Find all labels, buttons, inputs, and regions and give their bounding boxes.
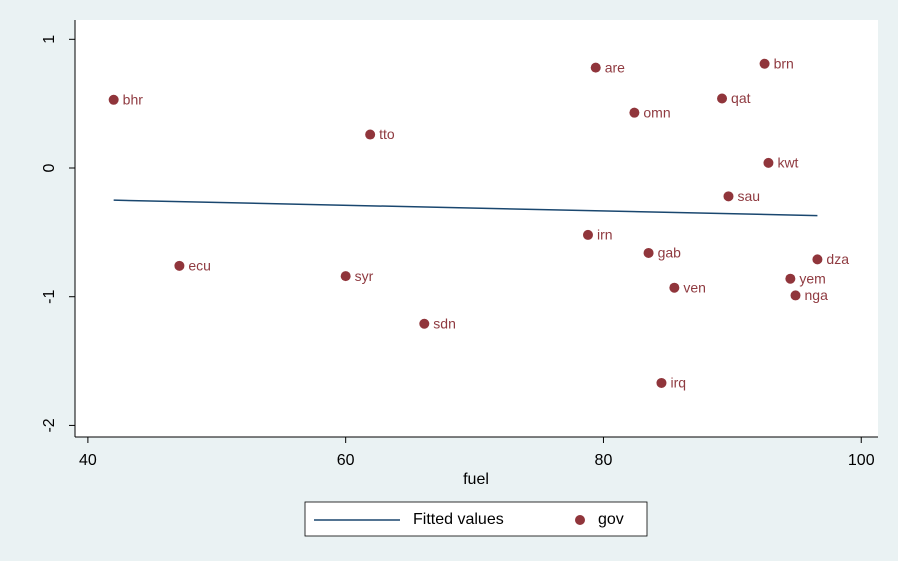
point-label: yem [799,270,825,286]
point [669,282,680,293]
plot-area [75,20,878,437]
point-label: tto [379,126,395,142]
point [812,254,823,265]
point-label: are [605,59,625,75]
point-label: irq [670,375,686,391]
point-label: omn [643,104,670,120]
point-label: ecu [188,258,211,274]
point [419,318,430,329]
point-label: sau [737,188,760,204]
x-tick-label: 80 [595,452,613,469]
point-label: qat [731,90,751,106]
point [340,271,351,282]
y-tick-label: -1 [41,290,58,304]
point [590,62,601,73]
point-label: nga [805,287,829,303]
point [723,191,734,202]
point [790,290,801,301]
x-tick-label: 100 [848,452,875,469]
point [643,247,654,258]
legend-swatch [575,515,585,525]
point [759,58,770,69]
x-tick-label: 40 [79,452,97,469]
point-label: bhr [123,91,144,107]
legend-label: gov [598,511,624,528]
point-label: syr [355,268,374,284]
point-label: irn [597,227,613,243]
y-tick-label: 0 [41,163,58,172]
point [656,377,667,388]
point [582,229,593,240]
point [365,129,376,140]
point-label: ven [683,279,706,295]
legend-label: Fitted values [413,511,504,528]
point [785,273,796,284]
point-label: brn [774,55,794,71]
x-axis-label: fuel [463,471,489,488]
fitted-line [113,199,818,217]
y-tick-label: 1 [41,35,58,44]
point-label: dza [826,251,849,267]
point [108,94,119,105]
point-label: gab [658,245,682,261]
point-label: kwt [777,155,798,171]
legend [304,501,648,537]
x-tick-label: 60 [337,452,355,469]
point [717,93,728,104]
point [174,260,185,271]
point [629,107,640,118]
y-tick-label: -2 [41,418,58,432]
point [763,157,774,168]
point-label: sdn [433,315,456,331]
